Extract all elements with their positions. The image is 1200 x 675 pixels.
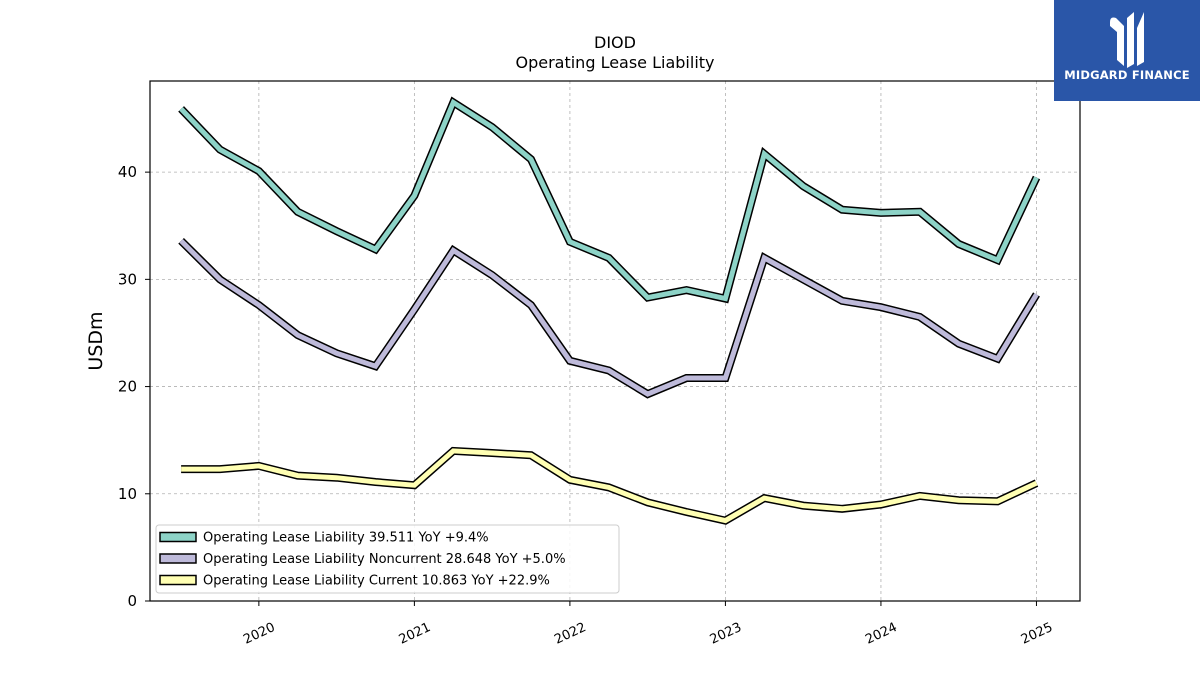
y-tick-label: 10 (118, 485, 137, 503)
legend-label-2: Operating Lease Liability Noncurrent 28.… (203, 552, 566, 567)
grid (150, 81, 1080, 601)
legend-swatch-3 (159, 574, 197, 586)
legend-label-1: Operating Lease Liability 39.511 YoY +9.… (203, 531, 489, 546)
y-tick-label: 20 (118, 378, 137, 396)
series-outline-1 (178, 96, 1041, 304)
x-tick-label: 2021 (397, 620, 433, 648)
series-layer (178, 96, 1041, 525)
series-line-3 (181, 448, 1038, 524)
logo-mark-icon (1110, 12, 1144, 68)
brand-logo: MIDGARD FINANCE (1054, 0, 1200, 101)
legend-label-3: Operating Lease Liability Current 10.863… (203, 574, 550, 589)
legend: Operating Lease Liability 39.511 YoY +9.… (155, 524, 620, 594)
chart-title: DIOD (594, 33, 636, 52)
chart-subtitle: Operating Lease Liability (515, 53, 714, 72)
legend-swatch-2 (159, 553, 197, 564)
y-tick-label: 0 (127, 592, 137, 610)
legend-box (155, 524, 620, 594)
y-tick-label: 40 (118, 163, 137, 181)
x-tick-label: 2024 (863, 620, 899, 648)
x-tick-label: 2025 (1019, 620, 1055, 648)
y-axis-label: USDm (85, 311, 107, 370)
series-line-2 (179, 239, 1039, 397)
y-tick-label: 30 (118, 270, 137, 288)
x-tick-label: 2023 (708, 620, 744, 648)
legend-swatch-1 (159, 531, 197, 543)
plot-frame (149, 80, 1081, 602)
x-tick-label: 2020 (241, 620, 277, 648)
x-tick-label: 2022 (552, 620, 588, 648)
series-line-1 (179, 98, 1039, 302)
brand-name: MIDGARD FINANCE (1064, 68, 1190, 82)
